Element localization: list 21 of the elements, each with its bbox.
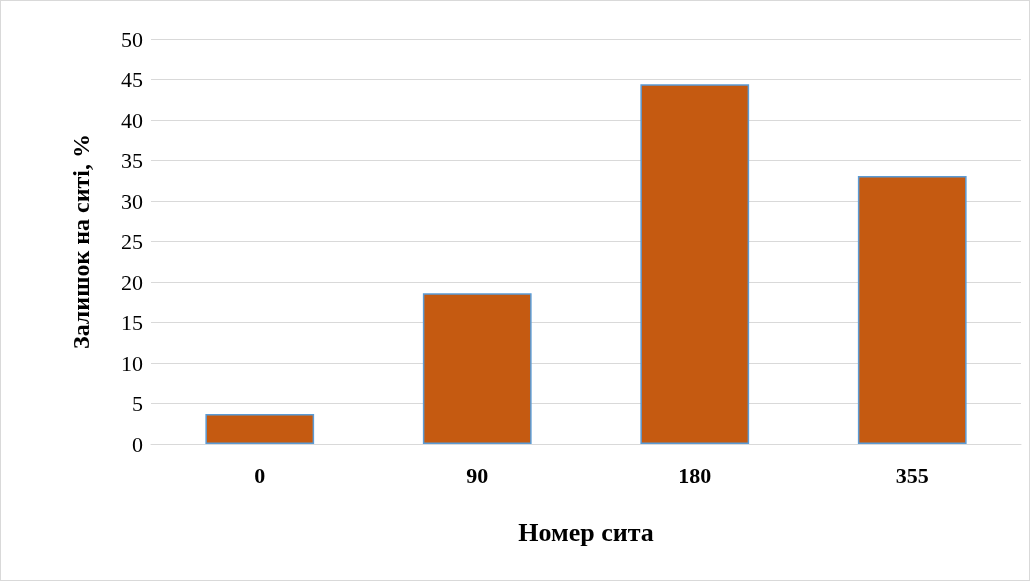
x-tick-label: 180 [678, 462, 712, 488]
x-tick-label: 0 [254, 462, 266, 488]
x-axis-title: Номер сита [518, 517, 654, 547]
y-tick-label: 5 [132, 391, 143, 416]
y-tick-label: 40 [121, 107, 143, 133]
y-tick-label: 35 [121, 148, 143, 173]
y-tick-label: 10 [121, 350, 143, 376]
y-tick-label: 45 [121, 67, 143, 92]
y-tick-label: 0 [132, 431, 143, 457]
bar [640, 84, 750, 444]
x-tick-label: 90 [466, 462, 489, 488]
x-tick-label: 355 [895, 462, 929, 488]
y-axis-title: Залишок на ситі, % [68, 133, 94, 350]
bar [422, 293, 532, 444]
y-tick-label: 50 [121, 26, 143, 52]
y-tick-label: 30 [121, 188, 143, 214]
y-tick-label: 15 [121, 310, 143, 335]
bar [205, 414, 315, 444]
bar [857, 175, 967, 444]
y-tick-label: 20 [121, 269, 143, 295]
y-tick-label: 25 [121, 229, 143, 254]
